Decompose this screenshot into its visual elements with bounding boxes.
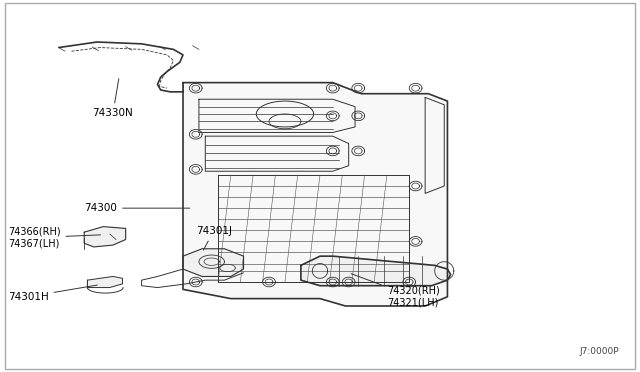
Polygon shape bbox=[88, 276, 122, 288]
Text: 74330N: 74330N bbox=[93, 79, 133, 118]
Text: J7:0000P: J7:0000P bbox=[580, 347, 620, 356]
Polygon shape bbox=[84, 227, 125, 247]
Polygon shape bbox=[183, 83, 447, 306]
Polygon shape bbox=[183, 249, 244, 276]
Text: 74301J: 74301J bbox=[196, 226, 232, 250]
Text: 74301H: 74301H bbox=[8, 285, 97, 302]
Text: 74366(RH)
74367(LH): 74366(RH) 74367(LH) bbox=[8, 227, 100, 248]
Text: 74300: 74300 bbox=[84, 203, 190, 213]
Text: 74320(RH)
74321(LH): 74320(RH) 74321(LH) bbox=[351, 274, 440, 308]
Polygon shape bbox=[301, 256, 451, 286]
